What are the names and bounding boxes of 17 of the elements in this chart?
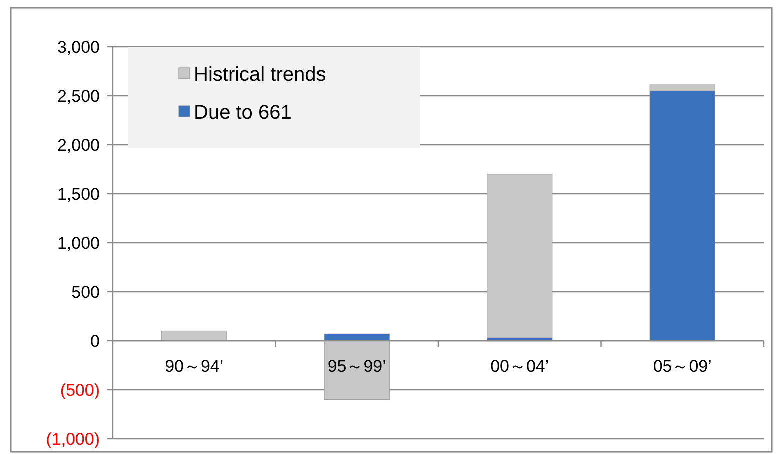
legend-label: Histrical trends [194,64,326,86]
y-tick-label: (1,000) [46,430,100,449]
y-tick-label: 3,000 [57,38,100,57]
y-tick-label: 0 [90,332,100,351]
y-tick-label: 1,000 [57,234,100,253]
bar [162,330,228,342]
bar [487,174,553,338]
y-tick-label: 2,000 [57,136,100,155]
x-tick-label: 00～04’ [490,357,550,376]
y-tick-label: 2,500 [57,87,100,106]
y-tick-label: 500 [72,283,100,302]
x-tick-label: 90～94’ [165,357,224,376]
y-tick-label: (500) [60,381,100,400]
x-tick-label: 05～09’ [653,357,712,376]
legend-label: Due to 661 [194,102,292,124]
x-tick-label: 95～99’ [328,357,386,376]
y-tick-label: 1,500 [57,185,100,204]
